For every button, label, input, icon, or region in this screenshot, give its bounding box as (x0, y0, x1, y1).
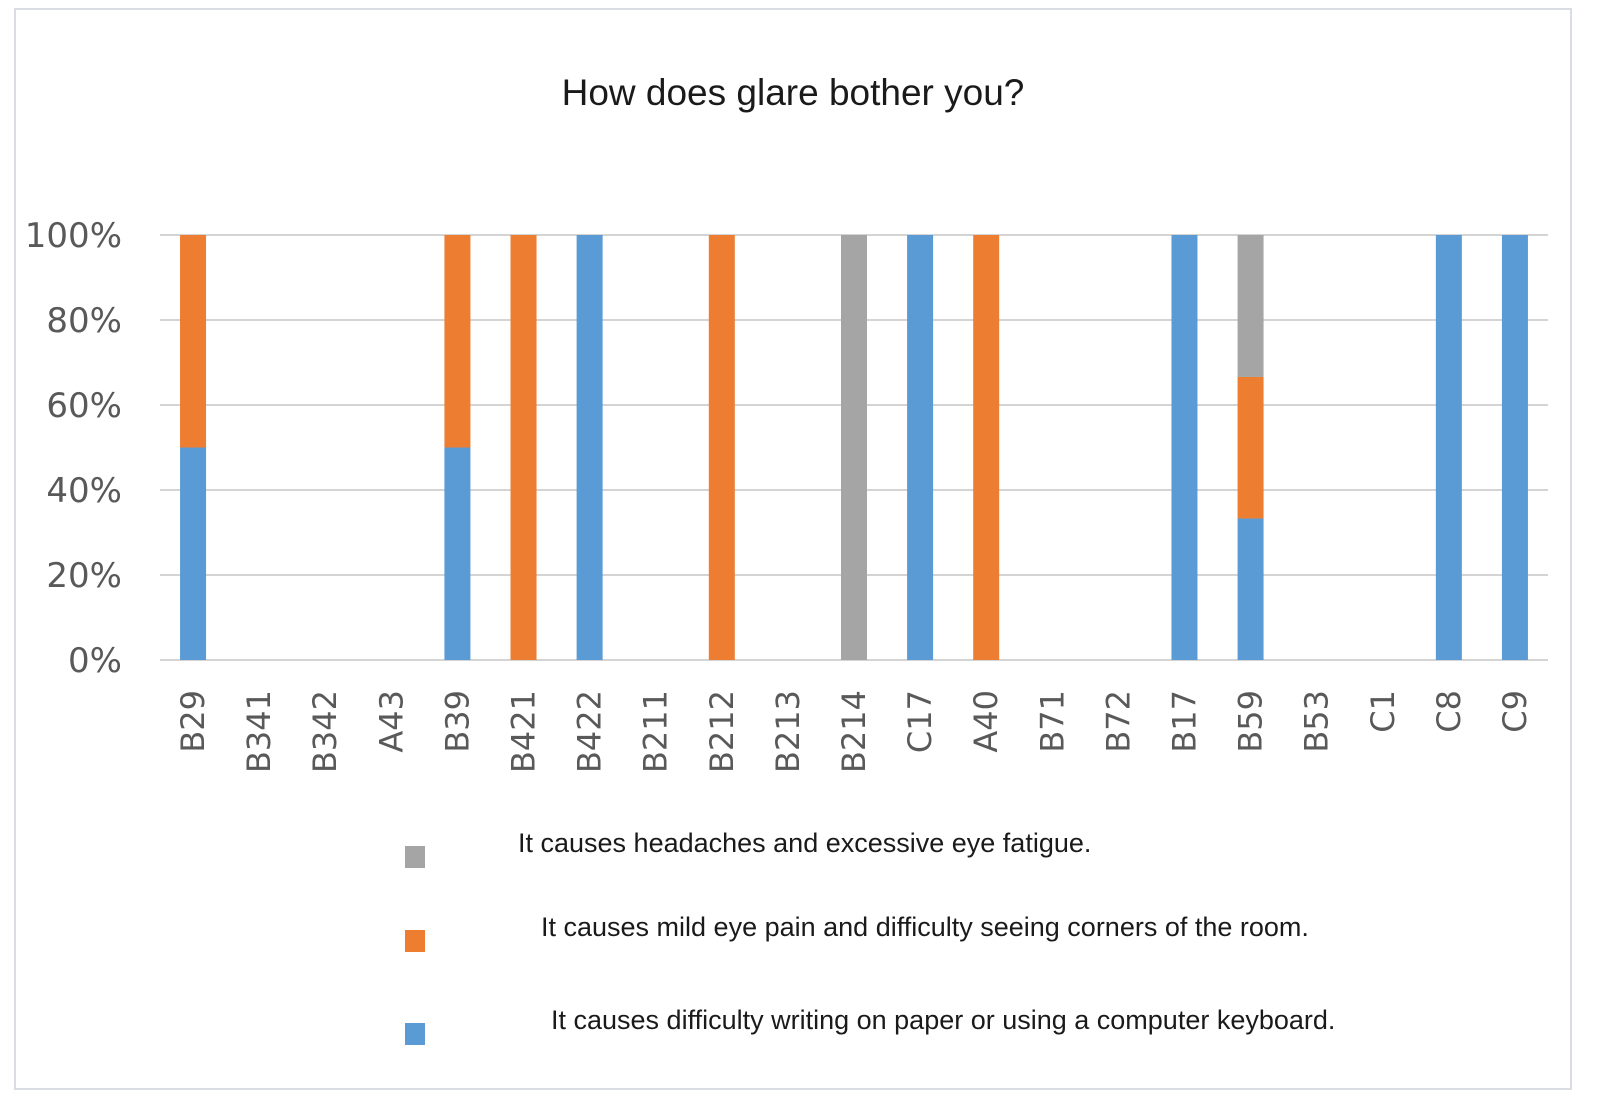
bar-segment (1237, 376, 1264, 519)
x-tick-label: B17 (1165, 690, 1203, 753)
x-tick-label: B214 (835, 690, 873, 773)
y-tick-label: 100% (25, 216, 122, 256)
bar-segment (1237, 518, 1264, 660)
legend-swatch (405, 846, 425, 868)
x-tick-label: C1 (1364, 690, 1402, 733)
legend-label: It causes headaches and excessive eye fa… (518, 828, 1091, 858)
y-axis-ticks: 0% 20% 40% 60% 80% 100% (25, 216, 122, 681)
bar-segment (180, 235, 207, 448)
x-tick-label: B341 (240, 690, 278, 773)
x-tick-label: B342 (306, 690, 344, 773)
legend-swatch (405, 930, 425, 952)
x-tick-label: C8 (1430, 690, 1468, 733)
x-tick-label: B39 (438, 690, 476, 753)
y-tick-label: 0% (68, 641, 122, 681)
x-tick-label: A43 (372, 690, 410, 753)
y-tick-label: 20% (46, 556, 122, 596)
x-tick-label: B72 (1099, 690, 1137, 753)
bar-segment (1435, 235, 1462, 660)
bar-segment (576, 235, 603, 660)
bar-segment (510, 235, 537, 660)
bar-segment (1171, 235, 1198, 660)
x-tick-label: C9 (1496, 690, 1534, 733)
x-axis-ticks: B29 B341 B342 A43 B39 B421 B422 B211 B212 B213 B21… (174, 690, 1534, 773)
bar-segment (907, 235, 934, 660)
x-tick-label: B212 (703, 690, 741, 773)
chart-frame (14, 8, 1572, 1090)
x-tick-label: B53 (1298, 690, 1336, 753)
x-tick-label: B59 (1232, 690, 1270, 753)
bar-segment (1501, 235, 1528, 660)
bar-segment (180, 447, 207, 660)
y-tick-label: 60% (46, 386, 122, 426)
bar-segment (841, 235, 867, 660)
bar-segment (973, 235, 1000, 660)
x-tick-label: B71 (1033, 690, 1071, 753)
bars (180, 235, 1528, 660)
x-tick-label: C17 (901, 690, 939, 753)
legend-label: It causes difficulty writing on paper or… (551, 1005, 1335, 1035)
legend: It causes headaches and excessive eye fa… (405, 828, 1335, 1045)
x-tick-label: B213 (769, 690, 807, 773)
x-tick-label: A40 (967, 690, 1005, 753)
x-tick-label: B421 (505, 690, 543, 773)
legend-label: It causes mild eye pain and difficulty s… (541, 912, 1309, 942)
y-tick-label: 40% (46, 471, 122, 511)
bar-segment (1237, 235, 1264, 377)
legend-swatch (405, 1023, 425, 1045)
x-tick-label: B211 (637, 690, 675, 773)
x-tick-label: B29 (174, 690, 212, 753)
bar-segment (708, 235, 735, 660)
chart-title: How does glare bother you? (562, 72, 1025, 113)
y-tick-label: 80% (46, 301, 122, 341)
bar-segment (444, 447, 471, 660)
bar-segment (444, 235, 471, 448)
x-tick-label: B422 (571, 690, 609, 773)
